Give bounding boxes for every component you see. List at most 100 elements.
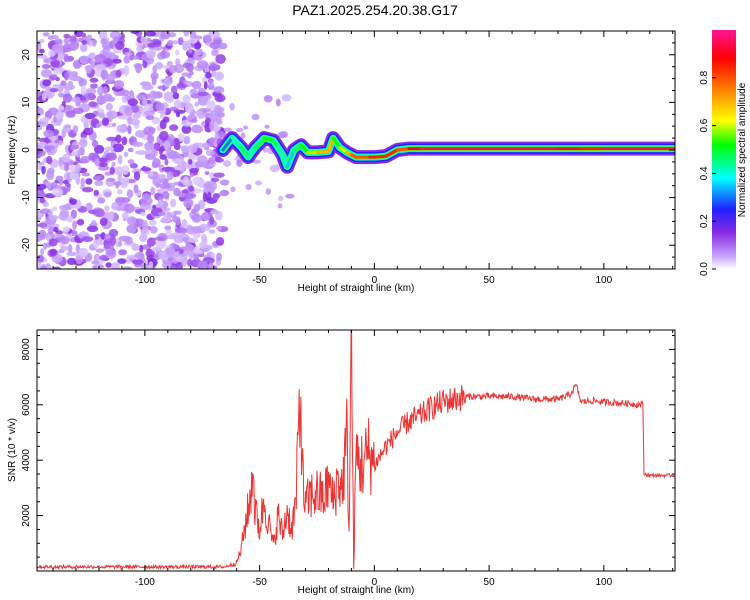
noise-blob (124, 203, 135, 214)
noise-blob (102, 86, 108, 95)
noise-blob (189, 173, 194, 178)
noise-blob (61, 153, 71, 163)
noise-blob (63, 33, 71, 39)
x-tick-label: -50 (252, 275, 267, 286)
noise-blob (173, 187, 181, 197)
noise-blob (140, 167, 152, 172)
noise-blob (97, 162, 108, 168)
noise-blob (54, 38, 63, 45)
noise-blob (40, 69, 53, 78)
noise-blob (214, 71, 224, 81)
noise-blob (96, 123, 101, 128)
noise-blob (116, 124, 127, 133)
noise-blob (146, 248, 152, 254)
noise-blob (70, 144, 80, 150)
noise-blob (52, 206, 58, 212)
noise-blob (95, 248, 105, 253)
noise-blob (47, 35, 54, 40)
noise-blob (149, 90, 157, 100)
noise-blob (117, 173, 123, 183)
noise-blob (112, 122, 117, 127)
noise-blob (181, 256, 188, 267)
noise-blob (62, 93, 73, 103)
noise-blob (80, 85, 87, 95)
noise-blob (269, 164, 280, 173)
noise-blob (127, 98, 139, 106)
noise-blob (135, 150, 148, 156)
noise-blob (143, 126, 155, 136)
noise-blob (142, 98, 148, 106)
noise-blob (56, 110, 64, 120)
ridge-segment (285, 148, 296, 169)
noise-blob (197, 109, 203, 120)
noise-blob (49, 74, 58, 81)
noise-blob (71, 150, 78, 157)
noise-blob (66, 251, 78, 256)
noise-blob (208, 31, 220, 38)
ridge-segment (246, 146, 257, 159)
y-tick-label: 6000 (21, 393, 32, 416)
y-tick-label: 20 (21, 49, 32, 61)
noise-blob (172, 210, 182, 215)
noise-blob (64, 162, 70, 172)
noise-blob (112, 58, 122, 64)
noise-blob (201, 212, 211, 221)
noise-blob (193, 203, 201, 213)
noise-blob (197, 260, 208, 269)
noise-blob (59, 204, 70, 211)
noise-blob (155, 239, 167, 249)
noise-blob (48, 92, 56, 97)
noise-blob (82, 186, 94, 193)
noise-blob (148, 261, 154, 268)
noise-blob (220, 179, 230, 186)
noise-blob (63, 71, 69, 81)
noise-blob (255, 180, 263, 186)
noise-blob (94, 64, 106, 71)
noise-blob (213, 120, 219, 131)
x-tick-label: -50 (252, 577, 267, 588)
noise-blob (140, 196, 153, 206)
noise-blob (111, 161, 116, 167)
noise-blob (52, 70, 61, 75)
noise-blob (181, 218, 188, 228)
noise-blob (42, 32, 50, 37)
noise-blob (46, 146, 52, 153)
noise-blob (105, 249, 117, 259)
noise-blob (64, 104, 72, 111)
colorbar-tick-label: 0.6 (699, 118, 710, 132)
noise-blob (223, 127, 232, 132)
y-tick-label: -20 (21, 238, 32, 253)
noise-blob (109, 235, 116, 246)
noise-blob (87, 57, 92, 64)
noise-blob (111, 202, 120, 211)
noise-blob (82, 172, 91, 177)
noise-blob (131, 141, 144, 147)
noise-blob (62, 226, 70, 233)
noise-blob (56, 118, 62, 125)
noise-blob (187, 144, 198, 154)
noise-blob (199, 241, 208, 249)
noise-blob (181, 124, 192, 134)
noise-blob (81, 236, 94, 243)
noise-blob (41, 165, 46, 175)
noise-blob (47, 107, 60, 116)
x-tick-label: -100 (135, 275, 155, 286)
noise-blob (208, 229, 216, 234)
noise-blob (275, 98, 281, 107)
noise-blob (52, 266, 61, 269)
noise-blob (157, 250, 168, 260)
noise-blob (265, 188, 271, 195)
noise-blob (97, 86, 105, 96)
noise-blob (109, 31, 122, 39)
noise-blob (203, 182, 214, 189)
noise-blob (145, 114, 155, 120)
noise-blob (142, 84, 154, 91)
noise-blob (202, 34, 212, 43)
noise-blob (183, 31, 190, 37)
noise-blob (97, 197, 106, 204)
noise-blob (121, 136, 128, 146)
noise-blob (152, 176, 162, 187)
noise-blob (121, 197, 131, 203)
noise-blob (170, 85, 178, 94)
